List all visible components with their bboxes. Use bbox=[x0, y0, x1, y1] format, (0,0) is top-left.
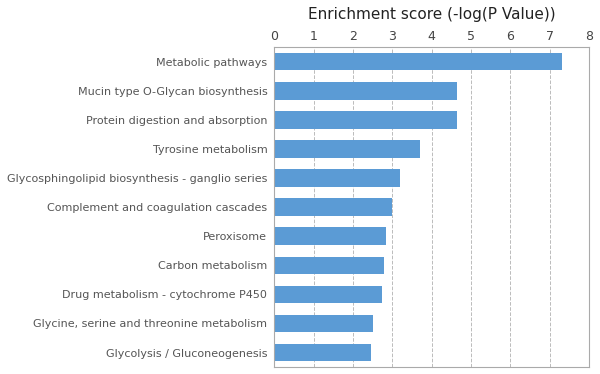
Bar bbox=[274, 82, 457, 99]
Bar bbox=[274, 227, 386, 245]
Bar bbox=[274, 111, 457, 129]
Bar bbox=[274, 199, 392, 216]
Bar bbox=[274, 169, 400, 187]
Bar bbox=[274, 286, 382, 303]
Bar bbox=[274, 257, 385, 274]
Bar bbox=[274, 53, 562, 70]
Bar bbox=[274, 315, 373, 332]
Title: Enrichment score (-log(P Value)): Enrichment score (-log(P Value)) bbox=[308, 7, 556, 22]
Bar bbox=[274, 140, 420, 158]
Bar bbox=[274, 344, 371, 361]
